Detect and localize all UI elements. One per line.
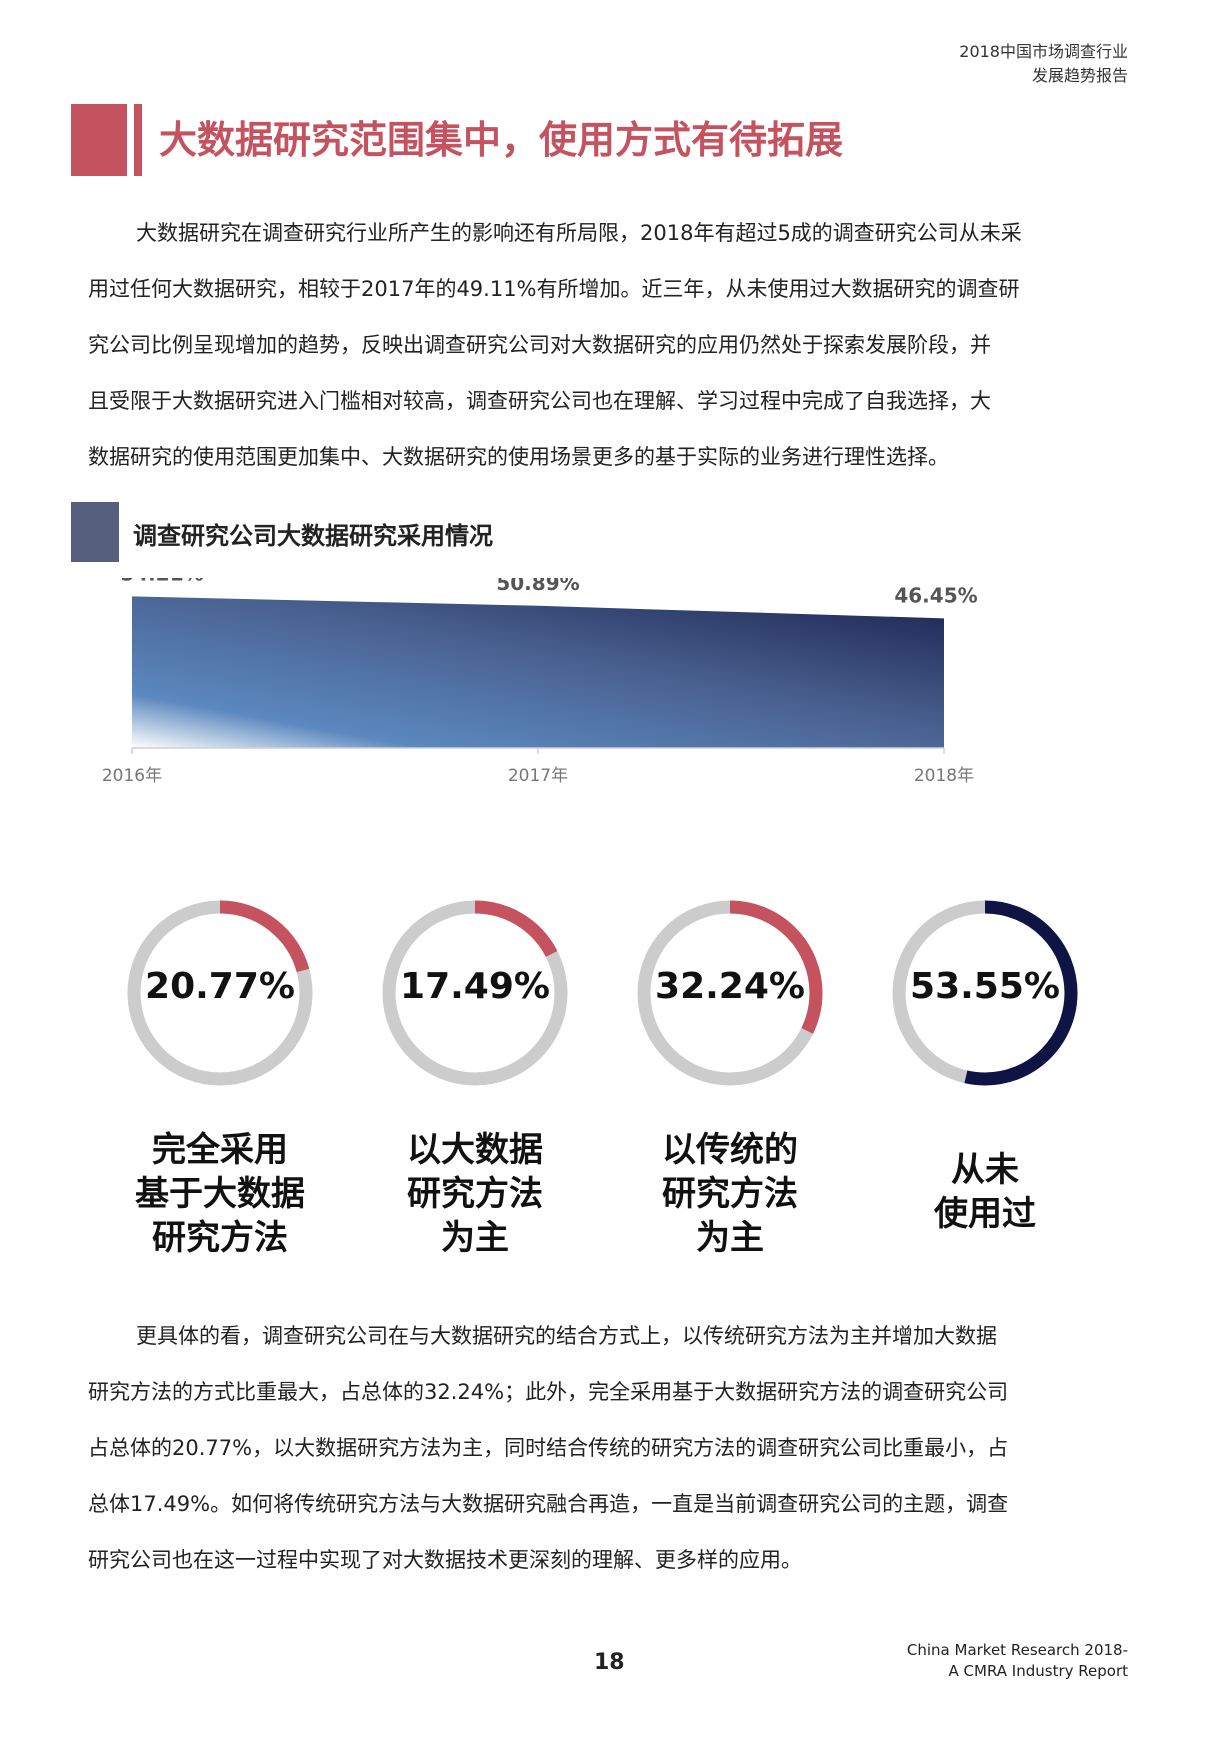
donut-label-line: 研究方法 [407,1174,543,1214]
donut-value: 53.55% [910,966,1060,1007]
report-header-line1: 2018中国市场调查行业 [959,42,1128,61]
analysis-paragraph: 更具体的看，调查研究公司在与大数据研究的结合方式上，以传统研究方法为主并增加大数… [88,1308,1128,1588]
title-accent-bar-thin [134,104,142,176]
donut-label-line: 为主 [441,1218,509,1258]
x-tick-label: 2016年 [102,766,162,786]
x-tick-label: 2017年 [508,766,568,786]
footer-line2: A CMRA Industry Report [948,1662,1128,1680]
donut-chart: 17.49% [370,888,580,1098]
report-header-line2: 发展趋势报告 [1031,66,1128,85]
data-label: 46.45% [894,583,977,607]
report-header: 2018中国市场调查行业 发展趋势报告 [959,40,1128,88]
paragraph-line: 占总体的20.77%，以大数据研究方法为主，同时结合传统的研究方法的调查研究公司… [88,1436,1009,1460]
section-accent-bar [71,502,119,562]
section-heading: 调查研究公司大数据研究采用情况 [71,502,771,562]
title-accent-bar [71,104,127,176]
donut-value: 20.77% [145,966,295,1007]
donut-ring [892,900,1078,1086]
data-label: 54.21% [120,578,203,585]
donut-value: 32.24% [655,966,805,1007]
x-axis: 2016年 2017年 2018年 [102,747,974,786]
donut-arc [637,900,823,1086]
paragraph-line: 更具体的看，调查研究公司在与大数据研究的结合方式上，以传统研究方法为主并增加大数… [136,1324,997,1348]
donut-label-line: 基于大数据 [135,1174,305,1214]
paragraph-line: 究公司比例呈现增加的趋势，反映出调查研究公司对大数据研究的应用仍然处于探索发展阶… [88,333,991,357]
donut-label: 以传统的 研究方法 为主 [600,1128,860,1260]
donut-label-line: 从未 [951,1150,1019,1190]
donut-label-line: 使用过 [934,1194,1036,1234]
section-title: 调查研究公司大数据研究采用情况 [133,522,493,550]
paragraph-line: 总体17.49%。如何将传统研究方法与大数据研究融合再造，一直是当前调查研究公司… [88,1492,1009,1516]
footer-line1: China Market Research 2018- [906,1641,1128,1659]
page-title-block: 大数据研究范围集中，使用方式有待拓展 [71,104,1131,176]
donut-ring [127,900,313,1086]
footer-brand: China Market Research 2018- A CMRA Indus… [907,1640,1128,1682]
x-tick-label: 2018年 [914,766,974,786]
donut-arc [382,900,568,1086]
intro-paragraph: 大数据研究在调查研究行业所产生的影响还有所局限，2018年有超过5成的调查研究公… [88,205,1128,485]
donut-label-line: 研究方法 [152,1218,288,1258]
donut-label: 从未 使用过 [855,1148,1115,1236]
donut-ring [637,900,823,1086]
donut-chart: 53.55% [880,888,1090,1098]
donut-chart: 32.24% [625,888,835,1098]
donut-label: 完全采用 基于大数据 研究方法 [90,1128,350,1260]
page-number: 18 [594,1650,625,1675]
paragraph-line: 研究方法的方式比重最大，占总体的32.24%；此外，完全采用基于大数据研究方法的… [88,1380,1009,1404]
paragraph-line: 用过任何大数据研究，相较于2017年的49.11%有所增加。近三年，从未使用过大… [88,277,1020,301]
donut-label: 以大数据 研究方法 为主 [345,1128,605,1260]
donut-value: 17.49% [400,966,550,1007]
area-series [132,596,944,748]
donut-arc [892,900,1078,1086]
donut-row: 20.77% 完全采用 基于大数据 研究方法 17.49% 以大数据 研究方法 为主 32.24… [0,888,1208,1268]
donut-label-line: 以大数据 [407,1130,543,1170]
donut-chart: 20.77% [115,888,325,1098]
donut-arc [127,900,313,1086]
donut-label-line: 以传统的 [662,1130,798,1170]
data-labels: 54.21% 50.89% 46.45% [120,578,977,607]
area-fill [132,596,944,748]
page-title: 大数据研究范围集中，使用方式有待拓展 [159,118,844,162]
paragraph-line: 研究公司也在这一过程中实现了对大数据技术更深刻的理解、更多样的应用。 [88,1548,802,1572]
data-label: 50.89% [496,578,579,595]
donut-label-line: 研究方法 [662,1174,798,1214]
paragraph-line: 且受限于大数据研究进入门槛相对较高，调查研究公司也在理解、学习过程中完成了自我选… [88,389,991,413]
donut-label-line: 为主 [696,1218,764,1258]
donut-label-line: 完全采用 [152,1130,288,1170]
area-chart: 2016年 2017年 2018年 54.21% 50.89% 46.45% [102,578,978,786]
donut-ring [382,900,568,1086]
paragraph-line: 大数据研究在调查研究行业所产生的影响还有所局限，2018年有超过5成的调查研究公… [136,221,1022,245]
paragraph-line: 数据研究的使用范围更加集中、大数据研究的使用场景更多的基于实际的业务进行理性选择… [88,445,949,469]
